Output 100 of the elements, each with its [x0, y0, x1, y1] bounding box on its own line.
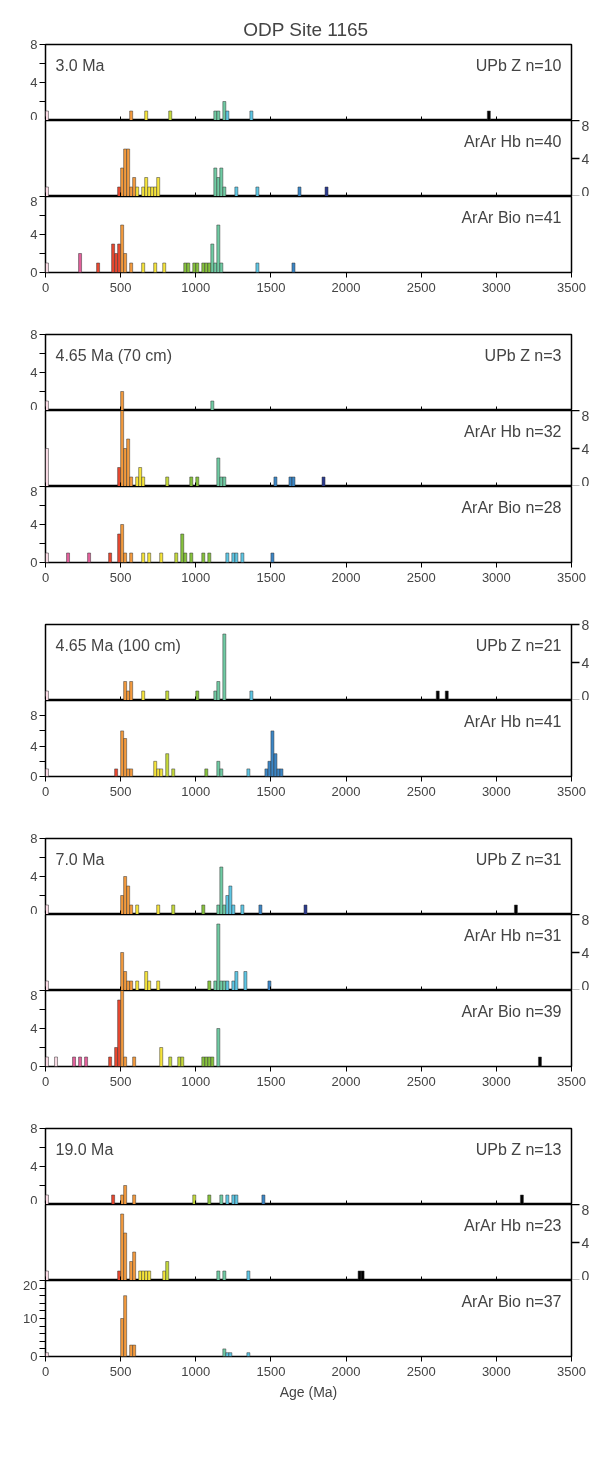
- x-tick-label: 2500: [406, 783, 436, 799]
- x-tick-label: 500: [109, 279, 132, 295]
- annotation: 4.65 Ma (70 cm): [55, 346, 172, 364]
- y-tick-label: 10: [23, 1311, 38, 1326]
- x-tick-label: 1000: [181, 1073, 211, 1089]
- x-tick-label: 2000: [331, 279, 361, 295]
- y2-tick-label: 4: [581, 1234, 590, 1251]
- y2-tick-label: 4: [581, 654, 590, 671]
- annotation: ArAr Bio n=28: [461, 498, 562, 516]
- annotation: ArAr Hb n=23: [464, 1216, 562, 1234]
- bar: [204, 768, 209, 777]
- annotation: 3.0 Ma: [55, 56, 105, 74]
- y-tick-label: 0: [30, 769, 38, 784]
- bar: [240, 904, 245, 914]
- bar: [135, 904, 139, 914]
- annotation: ArAr Bio n=41: [461, 208, 562, 226]
- x-tick-label: 3500: [557, 279, 586, 295]
- bar: [114, 768, 118, 777]
- chart-title: ODP Site 1165: [243, 18, 369, 40]
- x-tick-label: 3000: [481, 1073, 511, 1089]
- x-tick-label: 500: [109, 1073, 132, 1089]
- x-tick-label: 2500: [406, 1073, 436, 1089]
- x-tick-label: 2000: [331, 569, 361, 585]
- y2-tick-label: 8: [581, 1201, 590, 1218]
- y2-tick-label: 4: [581, 944, 590, 961]
- x-tick-label: 0: [41, 569, 50, 585]
- x-tick-label: 500: [109, 783, 132, 799]
- x-tick-label: 500: [109, 569, 132, 585]
- bar: [153, 761, 157, 777]
- bar: [165, 753, 169, 777]
- x-tick-label: 3000: [481, 569, 511, 585]
- y2-tick-label: 0: [581, 473, 590, 490]
- annotation: ArAr Hb n=41: [464, 712, 562, 730]
- y-tick-label: 8: [30, 831, 38, 846]
- x-tick-label: 500: [109, 1363, 132, 1379]
- annotation: ArAr Bio n=37: [461, 1292, 562, 1310]
- bar: [123, 876, 127, 914]
- x-tick-label: 2500: [406, 569, 436, 585]
- x-tick-label: 3000: [481, 1363, 511, 1379]
- x-tick-label: 2000: [331, 783, 361, 799]
- y-tick-label: 8: [30, 483, 38, 499]
- y2-tick-label: 8: [581, 616, 590, 633]
- x-tick-label: 1500: [256, 279, 286, 295]
- annotation: UPb Z n=10: [475, 56, 562, 74]
- x-tick-label: 1500: [256, 1073, 286, 1089]
- y2-tick-label: 0: [581, 977, 590, 994]
- y-tick-label: 0: [30, 555, 38, 570]
- x-tick-label: 3000: [481, 279, 511, 295]
- y-tick-label: 4: [30, 517, 38, 532]
- bar: [219, 866, 224, 914]
- y-tick-label: 0: [30, 265, 38, 280]
- x-tick-label: 3500: [557, 569, 586, 585]
- x-tick-label: 0: [41, 279, 50, 295]
- y-tick-label: 0: [30, 1192, 38, 1208]
- y-tick-label: 4: [30, 869, 38, 884]
- x-tick-label: 1000: [181, 279, 211, 295]
- y-tick-label: 4: [30, 227, 38, 242]
- y-tick-label: 8: [30, 37, 38, 52]
- x-tick-label: 2500: [406, 279, 436, 295]
- x-tick-label: 3500: [557, 1363, 586, 1379]
- bar: [258, 904, 263, 914]
- annotation: UPb Z n=21: [475, 636, 562, 654]
- bar: [303, 904, 308, 914]
- annotation: 7.0 Ma: [55, 850, 105, 868]
- y-tick-label: 0: [30, 398, 38, 414]
- y2-tick-label: 0: [581, 1267, 590, 1284]
- y-tick-label: 4: [30, 365, 38, 380]
- x-tick-label: 2000: [331, 1073, 361, 1089]
- annotation: 19.0 Ma: [55, 1140, 114, 1158]
- annotation: UPb Z n=13: [475, 1140, 562, 1158]
- y2-tick-label: 4: [581, 440, 590, 457]
- x-tick-label: 1500: [256, 1363, 286, 1379]
- y-tick-label: 4: [30, 75, 38, 90]
- x-axis-title: Age (Ma): [279, 1383, 338, 1400]
- bar: [45, 768, 49, 777]
- y-tick-label: 8: [30, 1121, 38, 1136]
- bar: [216, 761, 221, 777]
- y2-tick-label: 0: [581, 687, 590, 704]
- bar: [171, 768, 175, 777]
- x-tick-label: 1000: [181, 569, 211, 585]
- annotation: ArAr Bio n=39: [461, 1002, 562, 1020]
- bar: [171, 904, 175, 914]
- x-tick-label: 0: [41, 783, 50, 799]
- y-tick-label: 8: [30, 987, 38, 1003]
- annotation: UPb Z n=31: [475, 850, 562, 868]
- y-tick-label: 8: [30, 327, 38, 342]
- y-tick-label: 8: [30, 708, 38, 724]
- x-tick-label: 1500: [256, 569, 286, 585]
- x-tick-label: 3500: [557, 783, 586, 799]
- y2-tick-label: 8: [581, 117, 590, 134]
- annotation: UPb Z n=3: [484, 346, 562, 364]
- x-tick-label: 2500: [406, 1363, 436, 1379]
- x-tick-label: 1500: [256, 783, 286, 799]
- x-tick-label: 1000: [181, 783, 211, 799]
- bar: [228, 885, 233, 914]
- y-tick-label: 0: [30, 902, 38, 918]
- x-tick-label: 3500: [557, 1073, 586, 1089]
- y2-tick-label: 8: [581, 911, 590, 928]
- y-tick-label: 20: [23, 1277, 38, 1293]
- y-tick-label: 4: [30, 738, 38, 754]
